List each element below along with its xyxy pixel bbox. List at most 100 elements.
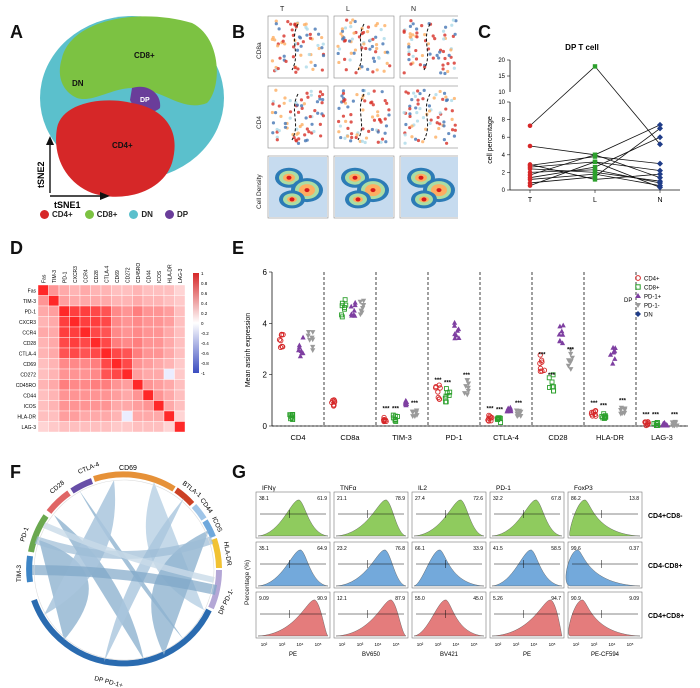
dp-tcell-chart: DP T cell cell percentage 0 2 4 6 8 10 15 20 10 T L N xyxy=(487,43,680,204)
heatmap-cell xyxy=(142,347,154,359)
dp-pd1minus-point xyxy=(357,312,364,318)
panel-label-g: G xyxy=(232,462,247,482)
dp-pd1minus-point xyxy=(360,306,366,311)
y-tick-label: 0 xyxy=(502,188,506,194)
x-tick-label: T xyxy=(528,197,533,204)
heatmap-col-label: CD272 xyxy=(125,267,131,283)
significance-mark: *** xyxy=(567,347,575,353)
heatmap-cell xyxy=(48,379,60,391)
chord-label-dp-pd1plus: DP PD-1+ xyxy=(93,675,123,688)
heatmap-cell xyxy=(153,347,165,359)
dp-pd1minus-point xyxy=(310,337,316,343)
gate-value-right: 72.6 xyxy=(473,496,483,502)
histogram-curve xyxy=(569,499,641,537)
heatmap-cell xyxy=(100,295,112,307)
dp-pd1minus-point xyxy=(409,409,415,415)
significance-mark: *** xyxy=(590,401,598,407)
heatmap-cell xyxy=(69,305,81,317)
heatmap-cell xyxy=(121,337,133,349)
legend-label: DN xyxy=(141,210,153,219)
heatmap-col-label: TIM-3 xyxy=(52,270,58,283)
heatmap-cell xyxy=(111,400,123,412)
heatmap-cell xyxy=(48,284,60,296)
histogram-curve xyxy=(335,549,407,587)
heatmap-cell xyxy=(100,421,112,433)
heatmap-cell xyxy=(79,410,91,422)
cd4-point xyxy=(276,337,283,343)
colorbar-tick: 1 xyxy=(201,271,204,276)
heatmap-cell xyxy=(174,326,186,338)
dp-pd1minus-point xyxy=(465,388,471,394)
dp-pd1plus-point xyxy=(297,353,304,359)
heatmap-cell xyxy=(163,368,175,380)
flow-histograms: IFNγ PE 10² 10³ 10⁴ 10⁵ TNFα BV650 10² 10³ 10⁴ 10⁵ I… xyxy=(255,485,684,658)
heatmap-cell xyxy=(174,368,186,380)
gate-value-right: 67.8 xyxy=(551,496,561,502)
dp-pd1plus-point xyxy=(560,331,566,337)
heatmap-row-label: Fas xyxy=(28,288,37,294)
heatmap-cell xyxy=(153,400,165,412)
heatmap-col-label: ICOS xyxy=(157,270,163,283)
heatmap-row-label: CCR4 xyxy=(22,330,36,336)
segment-tim3 xyxy=(26,555,33,583)
heatmap-cell xyxy=(79,421,91,433)
heatmap-cell xyxy=(48,337,60,349)
y-tick-label: 4 xyxy=(263,319,268,328)
heatmap-row-label: CTLA-4 xyxy=(19,351,36,357)
gate-value-right: 45.0 xyxy=(473,596,483,602)
data-point-l xyxy=(592,64,598,69)
heatmap-cell xyxy=(100,316,112,328)
heatmap-cell xyxy=(111,358,123,370)
legend-label: DP xyxy=(176,210,189,219)
dp-pd1plus-point xyxy=(557,338,563,344)
heatmap-col-label: HLA-DR xyxy=(167,264,173,283)
data-point-n xyxy=(657,160,663,167)
histogram-tick-label: 10⁵ xyxy=(627,642,634,647)
x-tick-label: TIM-3 xyxy=(392,433,412,442)
heatmap-cell xyxy=(69,368,81,380)
histogram-col-title: PD-1 xyxy=(496,485,511,492)
cd8-point xyxy=(551,384,557,390)
dp-pd1minus-point xyxy=(569,355,575,361)
dp-pd1minus-point xyxy=(568,347,574,353)
tsne2-axis-label: tSNE2 xyxy=(36,161,46,188)
significance-mark: *** xyxy=(444,381,452,387)
cd8-point xyxy=(342,297,348,303)
histogram-curve xyxy=(565,549,641,587)
heatmap-cell xyxy=(163,316,175,328)
heatmap-cell xyxy=(69,358,81,370)
colorbar-tick: 0.4 xyxy=(201,301,208,306)
heatmap-cell xyxy=(37,347,49,359)
heatmap-cell xyxy=(79,326,91,338)
dp-pd1minus-point xyxy=(465,381,472,387)
chord-label-hladr: HLA-DR xyxy=(222,541,232,566)
panel-label-e: E xyxy=(232,238,245,258)
heatmap-cell xyxy=(163,379,175,391)
heatmap-cell xyxy=(142,326,154,338)
heatmap-cell xyxy=(79,305,91,317)
gate-value-left: 55.0 xyxy=(415,596,425,602)
cd8-point xyxy=(443,393,449,399)
heatmap-cell xyxy=(37,295,49,307)
heatmap-cell xyxy=(69,295,81,307)
data-point-n xyxy=(657,174,663,181)
histogram-tick-label: 10³ xyxy=(279,642,286,647)
chord-label-cd69: CD69 xyxy=(119,465,137,472)
cd4-point xyxy=(588,411,595,417)
x-tick-label: CD4 xyxy=(290,433,305,442)
panel-label-c: C xyxy=(478,22,491,42)
y-tick-label: 2 xyxy=(502,170,506,176)
legend-marker xyxy=(635,275,641,281)
heatmap-cell xyxy=(69,284,81,296)
heatmap-cell xyxy=(121,421,133,433)
cd4-point xyxy=(331,398,338,404)
histogram-axis-label: BV421 xyxy=(440,652,459,658)
histogram-row-label: CD4-CD8+ xyxy=(648,563,682,570)
heatmap-cell xyxy=(132,295,144,307)
histogram-curve xyxy=(335,499,407,537)
heatmap-cell xyxy=(153,358,165,370)
heatmap-row-label: TIM-3 xyxy=(23,299,36,305)
heatmap-cell xyxy=(163,421,175,433)
histogram-tick-label: 10⁴ xyxy=(453,642,460,647)
legend-label: CD8+ xyxy=(644,286,660,292)
